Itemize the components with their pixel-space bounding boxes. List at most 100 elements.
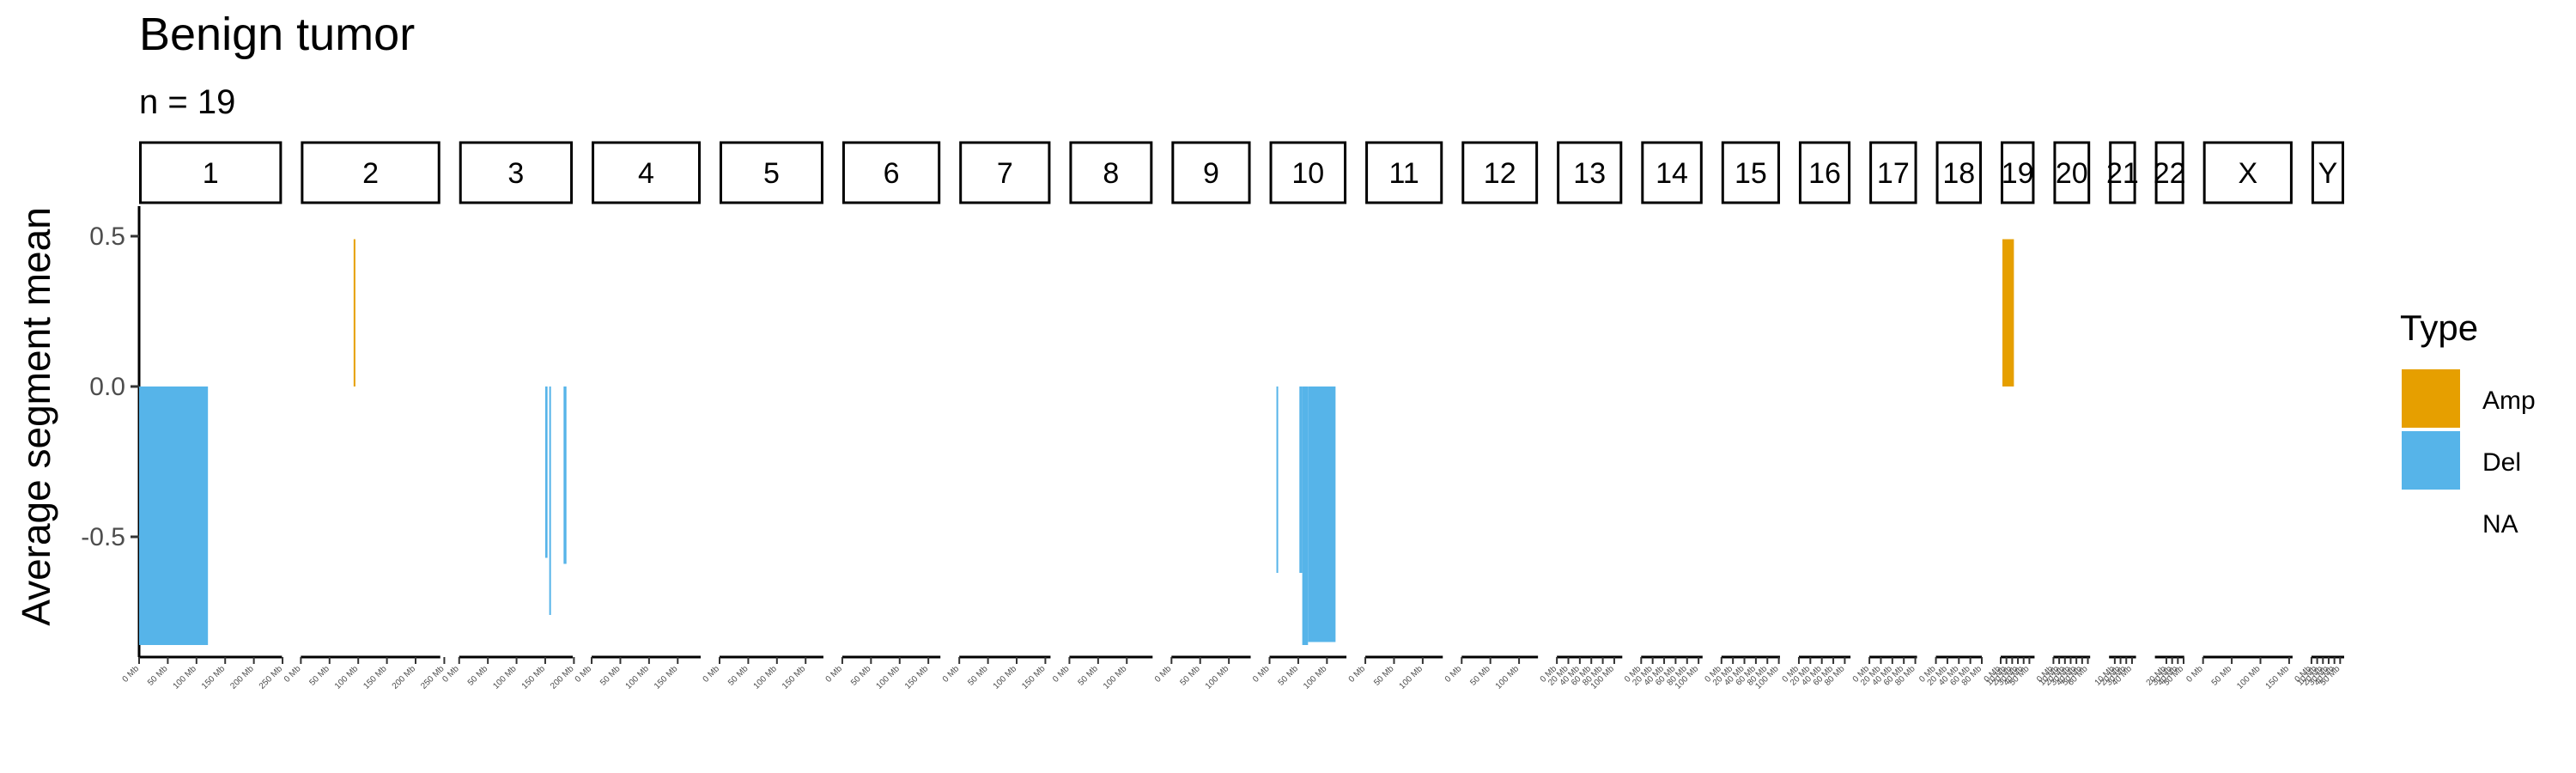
segment-bar-chr2 xyxy=(353,239,355,386)
strip-box xyxy=(1557,141,1623,204)
x-tick-label: 0 Mb xyxy=(824,664,845,685)
strip-box xyxy=(2001,141,2035,204)
strip-box xyxy=(139,141,283,204)
strip-box xyxy=(1721,141,1780,204)
strip-label: 16 xyxy=(1808,157,1841,190)
legend-label-del: Del xyxy=(2482,448,2521,477)
segment-bar-chr10 xyxy=(1299,386,1303,573)
strip-box xyxy=(1171,141,1251,204)
strip-label: 18 xyxy=(1942,157,1975,190)
strip-label: Y xyxy=(2318,157,2338,190)
strip-box xyxy=(719,141,823,204)
x-tick-label: 150 Mb xyxy=(1020,664,1048,691)
x-tick-label: 0 Mb xyxy=(941,664,962,685)
strip-box xyxy=(2053,141,2091,204)
x-tick-label: 150 Mb xyxy=(903,664,931,691)
x-tick-label: 50 Mb xyxy=(1077,664,1101,688)
strip-label: 21 xyxy=(2106,157,2139,190)
chromosome-panel-8: 8 0 Mb 50 Mb 100 Mb xyxy=(1051,141,1153,691)
x-tick-label: 0 Mb xyxy=(1051,664,1072,685)
strip-label: X xyxy=(2238,157,2257,190)
strip-box xyxy=(959,141,1051,204)
strip-box xyxy=(841,141,941,204)
x-tick-label: 150 Mb xyxy=(361,664,389,691)
chromosome-panel-X: X 0 Mb 50 Mb 100 Mb 150 Mb xyxy=(2184,141,2293,691)
segment-bar-chr10 xyxy=(1308,386,1336,642)
y-axis-label: Average segment mean xyxy=(14,207,58,626)
x-tick-label: 150 Mb xyxy=(781,664,808,691)
segment-bar-chr10 xyxy=(1302,386,1309,645)
segment-bars xyxy=(139,239,2014,645)
x-tick-label: 150 Mb xyxy=(200,664,228,691)
x-tick-label: 100 Mb xyxy=(1204,664,1231,691)
chromosome-panel-3: 3 0 Mb 50 Mb 100 Mb 150 Mb 200 Mb xyxy=(440,141,576,691)
segment-bar-chr10 xyxy=(1276,386,1279,573)
x-tick-label: 250 Mb xyxy=(258,664,285,691)
x-tick-label: 50 Mb xyxy=(849,664,873,688)
strip-label: 7 xyxy=(997,157,1013,190)
x-tick-label: 50 Mb xyxy=(1372,664,1396,688)
segment-bar-chr3 xyxy=(549,386,551,615)
x-tick-label: 100 Mb xyxy=(1494,664,1522,691)
strip-box xyxy=(2109,141,2136,204)
x-tick-label: 0 Mb xyxy=(2184,664,2205,685)
strip-box xyxy=(1069,141,1153,204)
legend-swatch-del xyxy=(2402,431,2460,490)
strip-box xyxy=(1798,141,1851,204)
x-tick-label: 50 Mb xyxy=(146,664,170,688)
legend-title: Type xyxy=(2400,307,2478,348)
x-tick-label: 0 Mb xyxy=(283,664,303,685)
strip-box xyxy=(592,141,701,204)
strip-label: 1 xyxy=(203,157,219,190)
x-tick-label: 50 Mb xyxy=(1277,664,1301,688)
legend-label-na: NA xyxy=(2482,510,2518,539)
y-tick-label: -0.5 xyxy=(81,523,125,551)
chromosome-panel-6: 6 0 Mb 50 Mb 100 Mb 150 Mb xyxy=(824,141,941,691)
x-tick-label: 200 Mb xyxy=(549,664,576,691)
x-tick-label: 0 Mb xyxy=(1443,664,1464,685)
x-tick-label: 100 Mb xyxy=(1302,664,1329,691)
strip-label: 10 xyxy=(1291,157,1324,190)
strip-label: 6 xyxy=(884,157,900,190)
strip-box xyxy=(459,141,574,204)
strip-label: 2 xyxy=(362,157,379,190)
x-tick-label: 100 Mb xyxy=(491,664,519,691)
chromosome-panel-7: 7 0 Mb 50 Mb 100 Mb 150 Mb xyxy=(941,141,1051,691)
strip-box xyxy=(1641,141,1703,204)
legend-swatch-amp xyxy=(2402,369,2460,428)
chromosome-panel-12: 12 0 Mb 50 Mb 100 Mb xyxy=(1443,141,1539,691)
chromosome-panel-5: 50 Mb 50 Mb 100 Mb 150 Mb xyxy=(702,141,823,691)
x-tick-label: 0 Mb xyxy=(440,664,461,685)
x-tick-label: 100 Mb xyxy=(875,664,902,691)
strip-label: 15 xyxy=(1735,157,1767,190)
x-tick-label: 100 Mb xyxy=(1102,664,1129,691)
chart-subtitle: n = 19 xyxy=(139,83,235,121)
x-tick-label: 50 Mb xyxy=(1178,664,1202,688)
x-tick-label: 0 Mb xyxy=(1347,664,1368,685)
x-tick-label: 50 Mb xyxy=(598,664,623,688)
strip-label: 9 xyxy=(1203,157,1219,190)
legend: Type Amp Del NA xyxy=(2400,307,2536,539)
strip-box xyxy=(2202,141,2293,204)
strip-label: 11 xyxy=(1389,157,1419,190)
x-tick-label: 100 Mb xyxy=(333,664,361,691)
chromosome-panel-11: 11 0 Mb 50 Mb 100 Mb xyxy=(1347,141,1443,691)
strip-label: 17 xyxy=(1877,157,1910,190)
segment-bar-chr1 xyxy=(139,386,209,645)
strip-label: 20 xyxy=(2056,157,2088,190)
strip-box xyxy=(301,141,440,204)
chromosome-panel-9: 9 0 Mb 50 Mb 100 Mb xyxy=(1153,141,1251,691)
legend-label-amp: Amp xyxy=(2482,386,2536,415)
strip-box xyxy=(1869,141,1917,204)
strip-box xyxy=(1269,141,1347,204)
